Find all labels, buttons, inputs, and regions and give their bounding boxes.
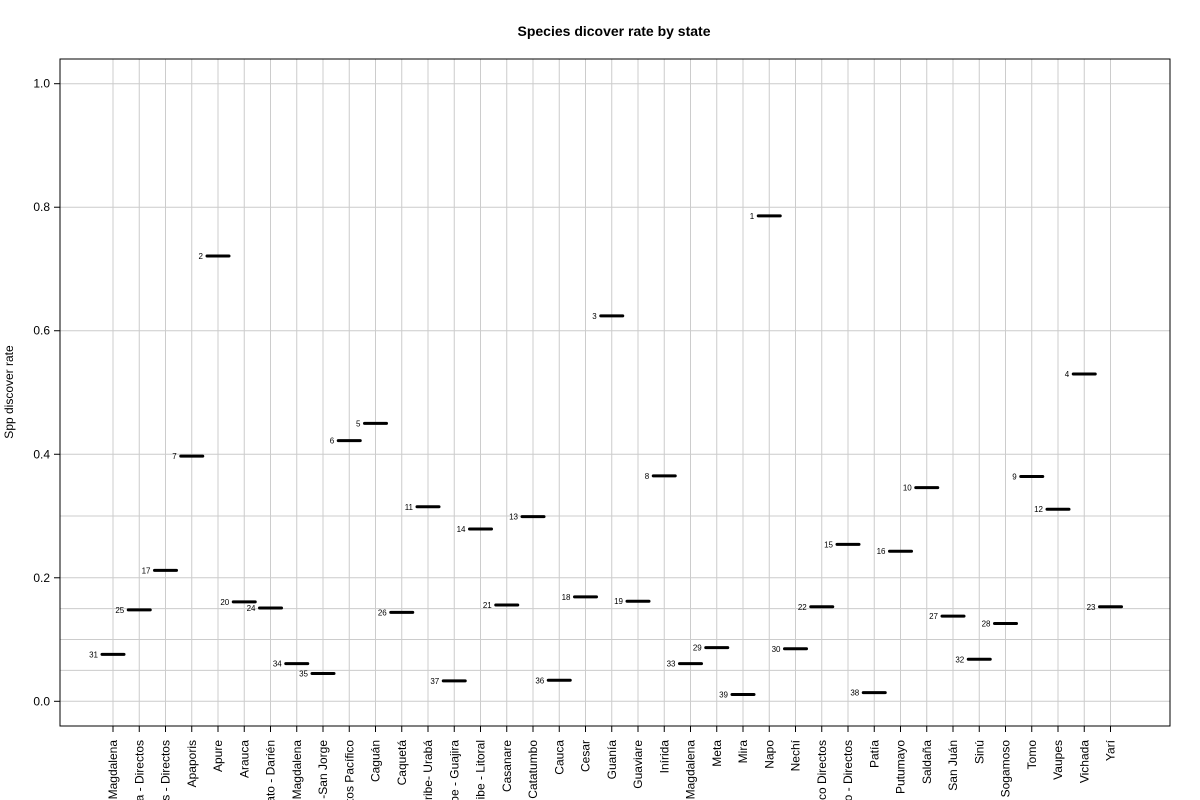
rank-label: 37	[430, 677, 439, 686]
x-tick-label: tos Pacífico	[342, 740, 356, 800]
rank-label: 12	[1034, 505, 1043, 514]
x-tick-label: Catatumbo	[526, 740, 540, 799]
rank-label: 15	[824, 540, 833, 549]
rank-label: 1	[750, 212, 755, 221]
x-tick-label: Vichada	[1077, 740, 1091, 783]
plot-frame	[59, 58, 1171, 727]
rank-label: 2	[199, 252, 204, 261]
rank-label: 27	[929, 612, 938, 621]
rank-label: 39	[719, 691, 728, 700]
y-tick-label: 0.8	[33, 200, 50, 214]
x-tick-label: Arauca	[237, 740, 251, 778]
x-tick-label: Cauca	[552, 740, 566, 775]
x-tick-label: o - Directos	[841, 740, 855, 800]
rank-label: 22	[798, 603, 807, 612]
rank-label: 7	[172, 452, 177, 461]
rank-label: 11	[405, 503, 414, 512]
rank-label: 35	[299, 670, 308, 679]
x-axis-ticks: Magdalena a - Directos s - Directos Apapori…	[106, 726, 1118, 800]
rank-label: 6	[330, 437, 335, 446]
rank-label: 34	[273, 660, 282, 669]
y-tick-label: 1.0	[33, 77, 50, 91]
rank-label: 38	[850, 689, 859, 698]
rank-label: 3	[592, 312, 597, 321]
y-axis-label: Spp discover rate	[2, 345, 16, 439]
x-tick-label: Vaupes	[1051, 740, 1065, 780]
x-tick-label: Apaporis	[185, 740, 199, 787]
rank-label: 32	[955, 655, 964, 664]
rank-label: 25	[115, 606, 124, 615]
x-tick-label: Mira	[736, 740, 750, 764]
rank-label: 8	[645, 472, 650, 481]
grid-layer	[60, 59, 1170, 726]
x-tick-label: Saldaña	[920, 740, 934, 784]
x-tick-label: ato - Darién	[264, 740, 278, 800]
x-tick-label: Tomo	[1025, 740, 1039, 770]
x-tick-label: Patía	[867, 740, 881, 768]
chart-title: Species dicover rate by state	[518, 23, 711, 39]
rank-label: 5	[356, 419, 361, 428]
rank-label: 19	[614, 597, 623, 606]
rank-label: 29	[693, 644, 702, 653]
y-axis-ticks: 0.0 0.2 0.4 0.6 0.8 1.0	[33, 77, 60, 708]
rank-label: 26	[378, 608, 387, 617]
rank-label: 18	[562, 593, 571, 602]
rank-labels: 3125177220243435652611371421133618319833…	[89, 212, 1096, 700]
rank-label: 28	[982, 619, 991, 628]
rank-label: 16	[877, 547, 886, 556]
rank-label: 4	[1065, 370, 1070, 379]
y-tick-label: 0.2	[33, 571, 50, 585]
y-tick-label: 0.6	[33, 324, 50, 338]
rank-label: 20	[220, 598, 229, 607]
x-tick-label: Caguán	[369, 740, 383, 782]
data-markers	[100, 214, 1123, 697]
x-tick-label: Caquetá	[395, 740, 409, 786]
x-tick-label: be - Guajira	[447, 740, 461, 800]
x-tick-label: Guanía	[605, 740, 619, 780]
x-tick-label: co Directos	[815, 740, 829, 800]
x-tick-label: Cesar	[579, 740, 593, 772]
rank-label: 33	[667, 660, 676, 669]
x-tick-label: s - Directos	[159, 740, 173, 800]
x-tick-label: Magdalena	[684, 740, 698, 800]
x-tick-label: ribe- Urabá	[421, 740, 435, 800]
rank-label: 13	[509, 513, 518, 522]
x-tick-label: Magdalena	[290, 740, 304, 800]
x-tick-label: San Juán	[946, 740, 960, 791]
rank-label: 21	[483, 601, 492, 610]
x-tick-label: Putumayo	[894, 740, 908, 794]
x-tick-label: Magdalena	[106, 740, 120, 800]
x-tick-label: Apure	[211, 740, 225, 772]
rank-label: 30	[772, 645, 781, 654]
x-tick-label: Inírida	[657, 740, 671, 774]
rank-label: 23	[1087, 603, 1096, 612]
rank-label: 10	[903, 484, 912, 493]
x-tick-label: Casanare	[500, 740, 514, 792]
rank-label: 14	[457, 525, 466, 534]
y-tick-label: 0.0	[33, 694, 50, 708]
rank-label: 9	[1012, 472, 1017, 481]
x-tick-label: Yarí	[1104, 739, 1118, 761]
x-tick-label: Sinú	[972, 740, 986, 764]
rank-label: 31	[89, 650, 98, 659]
x-tick-label: -San Jorge	[316, 740, 330, 799]
x-tick-label: Meta	[710, 740, 724, 767]
x-tick-label: Nechí	[789, 739, 803, 771]
x-tick-label: a - Directos	[132, 740, 146, 800]
x-tick-label: Guaviare	[631, 740, 645, 789]
rank-label: 17	[142, 566, 151, 575]
x-tick-label: Napo	[762, 740, 776, 769]
y-tick-label: 0.4	[33, 447, 50, 461]
x-tick-label: ibe - Litoral	[474, 740, 488, 799]
rank-label: 36	[535, 676, 544, 685]
rank-label: 24	[247, 604, 256, 613]
x-tick-label: Sogamoso	[999, 740, 1013, 798]
